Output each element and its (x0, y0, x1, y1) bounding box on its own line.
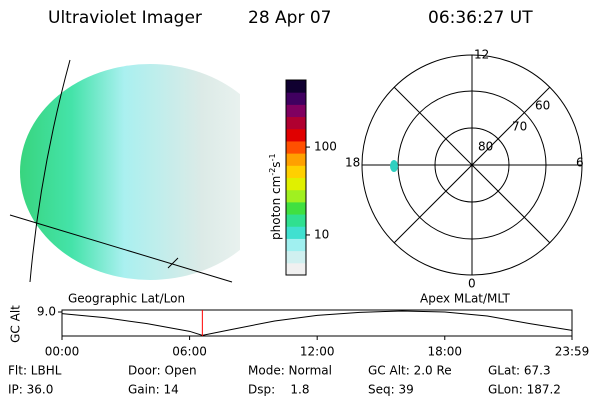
altitude-plot: Geographic Lat/Lon Apex MLat/MLT GC Alt … (9, 292, 590, 359)
color-step (286, 189, 306, 203)
hour-label: 12 (474, 48, 489, 62)
status-field: Dsp: 1.8 (248, 383, 310, 397)
color-step (286, 92, 306, 105)
status-field: GC Alt: 2.0 Re (368, 364, 452, 378)
status-field: Door: Open (128, 364, 197, 378)
ring-label: 80 (478, 140, 493, 154)
date: 28 Apr 07 (248, 8, 331, 28)
status-field: Mode: Normal (248, 364, 332, 378)
color-step (286, 140, 306, 154)
colorbar-frame (285, 79, 307, 276)
color-step (286, 262, 306, 276)
hour-label: 6 (576, 156, 584, 170)
aurora-image (9, 59, 240, 283)
x-tick-label: 23:59 (555, 345, 590, 359)
ring-label: 60 (535, 99, 550, 113)
altitude-curve (61, 310, 573, 336)
tick-label: 100 (314, 140, 337, 154)
colorbar: photon cm-2s-1 10 100 (268, 79, 337, 276)
y-tick-label: 9.0 (37, 305, 56, 319)
ring-label: 70 (512, 120, 527, 134)
instrument: Ultraviolet Imager (48, 8, 202, 28)
color-step (286, 226, 306, 239)
status-field: Flt: LBHL (8, 364, 62, 378)
panel-label: Geographic Lat/Lon (68, 292, 185, 306)
hour-label: 18 (345, 156, 360, 170)
color-step (286, 177, 306, 191)
color-step (286, 214, 306, 227)
status-field: GLat: 67.3 (488, 364, 551, 378)
color-step (286, 250, 306, 264)
polar-grid: 12 0 18 6 80 70 60 (345, 48, 584, 291)
color-step (286, 201, 306, 215)
y-label: GC Alt (9, 305, 23, 343)
hour-label: 0 (468, 277, 476, 291)
x-tick-label: 00:00 (45, 345, 80, 359)
status-field: GLon: 187.2 (488, 383, 561, 397)
color-step (286, 128, 306, 142)
color-step (286, 238, 306, 252)
status-field: Gain: 14 (128, 383, 179, 397)
colorbar-label: photon cm-2s-1 (268, 153, 283, 240)
footer: Flt: LBHL Door: Open Mode: Normal GC Alt: 2… (8, 364, 561, 397)
status-field: IP: 36.0 (8, 383, 53, 397)
x-tick-label: 06:00 (172, 345, 207, 359)
color-step (286, 153, 306, 166)
x-tick-label: 18:00 (427, 345, 462, 359)
color-step (286, 165, 306, 178)
time: 06:36:27 UT (428, 8, 533, 28)
x-tick-label: 12:00 (300, 345, 335, 359)
color-step (286, 116, 306, 130)
panel-label: Apex MLat/MLT (420, 292, 510, 306)
tick-label: 10 (314, 227, 329, 241)
status-field: Seq: 39 (368, 383, 414, 397)
color-step (286, 104, 306, 118)
color-step (286, 80, 306, 93)
